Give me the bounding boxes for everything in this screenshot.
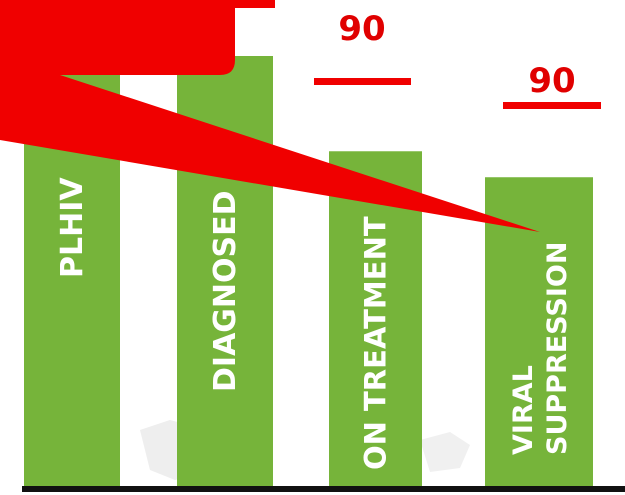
targets-layer: 90 90 — [314, 9, 601, 109]
bar-label-plhiv: PLHIV — [55, 177, 90, 278]
bar-viral-suppression — [485, 177, 593, 490]
target-label-2: 90 — [338, 9, 385, 49]
target-underline-3 — [503, 102, 601, 109]
bar-label-on-treatment: ON TREATMENT — [359, 216, 393, 470]
target-underline-2 — [314, 78, 411, 85]
red-callout-shape — [0, 0, 540, 232]
bar-labels-layer: PLHIV DIAGNOSED ON TREATMENT VIRAL SUPPRESSI… — [55, 177, 573, 470]
bar-label-viral-suppression: VIRAL SUPPRESSION — [508, 242, 573, 455]
target-label-3: 90 — [528, 61, 575, 101]
bar-label-diagnosed: DIAGNOSED — [208, 190, 243, 392]
